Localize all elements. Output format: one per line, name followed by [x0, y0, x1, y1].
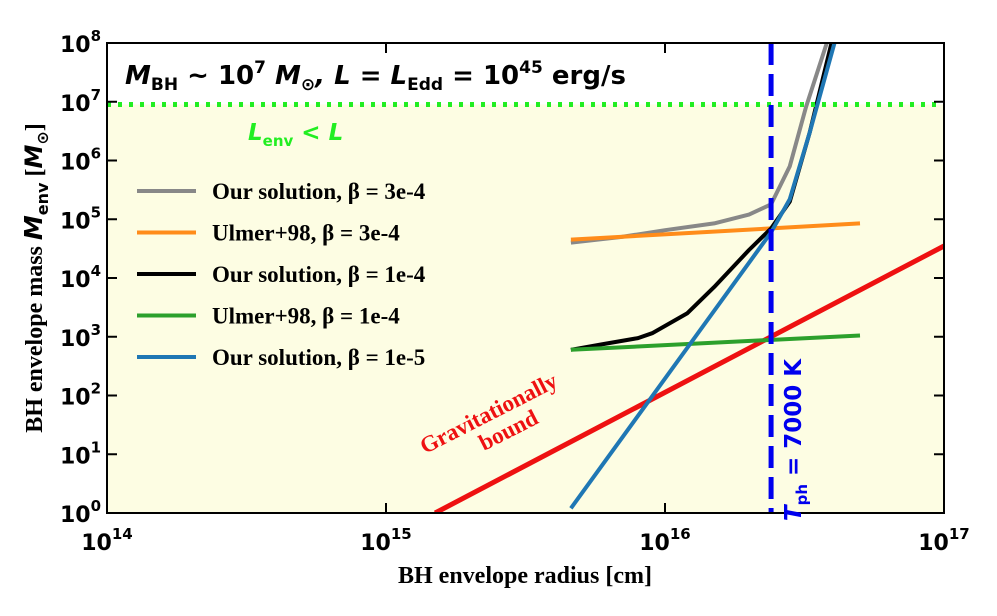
plot-area — [107, 43, 944, 513]
y-tick-label: 104 — [60, 262, 101, 293]
y-tick-label: 101 — [60, 438, 101, 469]
y-tick-label: 102 — [60, 380, 101, 411]
annotation-part: 45 — [519, 58, 543, 78]
legend-label: Our solution, β = 3e-4 — [212, 179, 426, 204]
y-tick-label: 100 — [60, 497, 101, 528]
shaded-region — [107, 104, 944, 513]
annotation: MBH ~ 107 M⊙, L = LEdd = 1045 erg/s — [125, 58, 626, 95]
legend-label: Our solution, β = 1e-5 — [212, 345, 425, 370]
vline-label-part: T — [781, 503, 807, 521]
y-label-part: M — [20, 145, 48, 169]
y-axis-label: BH envelope mass Menv [M⊙] — [19, 123, 52, 433]
y-label-part: BH envelope mass — [22, 240, 48, 433]
x-tick-label: 1014 — [81, 525, 133, 556]
x-axis-label: BH envelope radius [cm] — [398, 563, 652, 589]
annotation-part: ~ 10 — [178, 61, 254, 91]
series-line — [570, 221, 861, 242]
x-tick-label: 1015 — [360, 525, 412, 556]
series-line — [569, 43, 837, 510]
annotation-part: = 10 — [443, 61, 519, 91]
bound-line — [433, 243, 944, 513]
legend: Our solution, β = 3e-4 Ulmer+98, β = 3e-4… — [137, 179, 426, 370]
hline-label-part: < L — [293, 120, 343, 146]
annotation-part: M — [266, 61, 301, 91]
x-tick-label: 1017 — [918, 525, 970, 556]
annotation-part: BH — [151, 75, 178, 95]
axes: 1014 1015 1016 1017 100 101 102 103 104 105 106 107… — [60, 27, 970, 556]
vline-label-part: = 7000 K — [781, 358, 807, 484]
vline-label: Tph = 7000 K — [781, 358, 811, 521]
y-label-part: ⊙ — [33, 131, 52, 144]
x-tick-label: 1016 — [639, 525, 691, 556]
legend-label: Ulmer+98, β = 3e-4 — [212, 221, 400, 246]
y-label-part: ] — [22, 123, 48, 131]
annotation-part: Edd — [407, 75, 443, 95]
annotation-part: erg/s — [543, 61, 626, 91]
y-tick-label: 108 — [60, 27, 101, 58]
vline-label-part: ph — [793, 484, 811, 505]
y-label-part: M — [19, 215, 48, 240]
hline-label-part: env — [263, 132, 294, 150]
legend-label: Ulmer+98, β = 1e-4 — [212, 304, 400, 329]
y-tick-label: 105 — [60, 203, 101, 234]
annotation-part: 7 — [254, 58, 266, 78]
y-tick-label: 107 — [60, 86, 101, 117]
series-line — [570, 333, 861, 352]
y-label-part: env — [33, 182, 52, 215]
annotation-part: M — [125, 61, 151, 91]
hline-label: Lenv < L — [248, 120, 343, 150]
legend-label: Our solution, β = 1e-4 — [212, 262, 426, 287]
y-label-part: [ — [22, 169, 48, 183]
hline-label-part: L — [248, 120, 263, 146]
y-tick-label: 106 — [60, 145, 101, 176]
y-tick-label: 103 — [60, 321, 101, 352]
annotation-part: ⊙ — [301, 75, 315, 95]
annotation-part: , L = L — [314, 61, 407, 91]
